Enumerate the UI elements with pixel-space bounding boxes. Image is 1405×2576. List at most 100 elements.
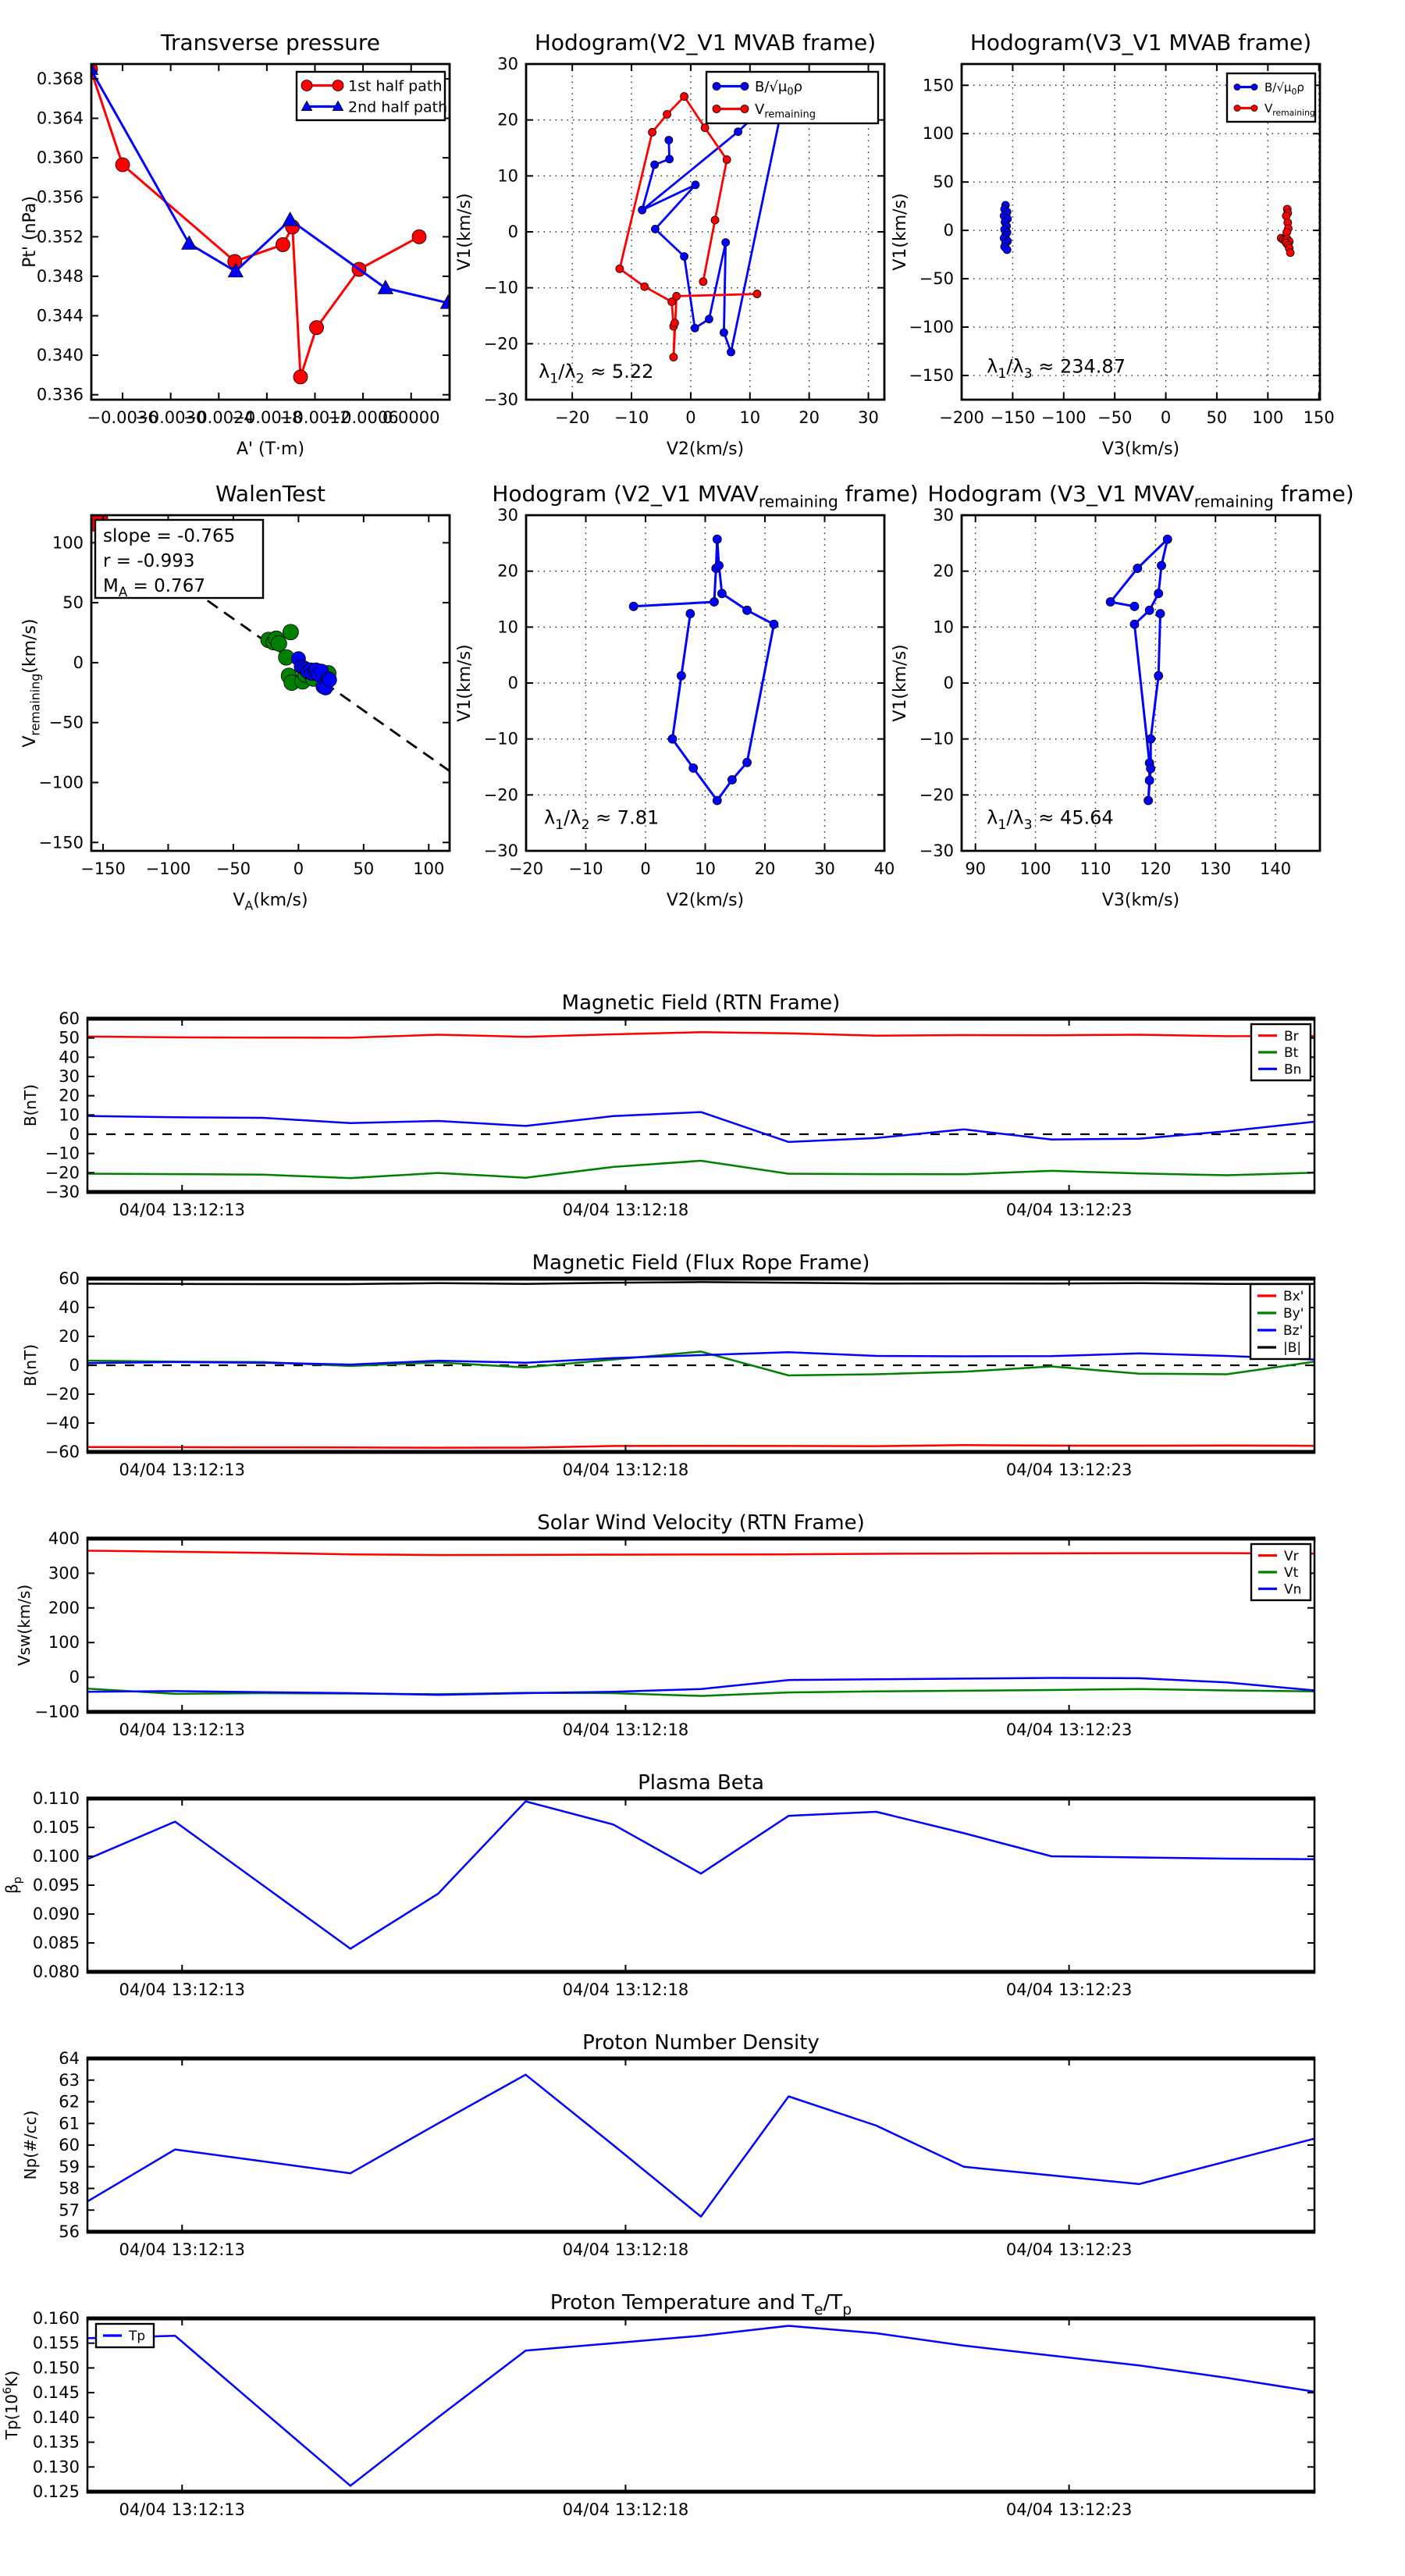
- series-V-remaining-markers: [615, 92, 762, 361]
- data-point-marker: [1155, 609, 1165, 619]
- legend-item-label: Vn: [1284, 1582, 1301, 1597]
- x-tick-label: 10: [695, 859, 716, 878]
- data-point-marker: [721, 238, 731, 247]
- y-tick-label: 0.356: [37, 188, 84, 207]
- data-point-marker: [677, 671, 686, 681]
- data-point-marker: [667, 734, 678, 744]
- y-tick-label: 58: [59, 2179, 80, 2198]
- y-tick-label: 0.110: [33, 1789, 80, 1808]
- plot-proton-number-density: 04/04 13:12:13 04/04 13:12:18 04/04 13:12:…: [21, 2031, 1316, 2259]
- y-tick-label: 0: [944, 674, 954, 692]
- data-point-marker: [322, 672, 337, 688]
- series-layer: [1105, 534, 1172, 806]
- y-tick-label: 0.080: [33, 1962, 80, 1981]
- series-|B|-line: [87, 1281, 1314, 1286]
- series-B-mualf-markers: [638, 80, 791, 357]
- y-tick-label: 0.348: [37, 267, 84, 286]
- y-tick-label: 62: [59, 2093, 80, 2112]
- plot-title: Plasma Beta: [638, 1771, 764, 1795]
- y-tick-label: 50: [59, 1029, 80, 1048]
- x-tick-label: −0.0030: [135, 408, 206, 427]
- plot-walen-test: −150 −100 −50 0 50 100 −150 −100 −50 0 50 100 WalenT…: [20, 481, 451, 913]
- tick-marks: [87, 2318, 1314, 2492]
- legend-item-label: 2nd half path: [348, 98, 447, 116]
- x-tick-label: 50: [353, 859, 374, 878]
- data-point-marker: [301, 80, 313, 91]
- x-tick-label: 20: [755, 859, 776, 878]
- plot-solar-wind-velocity: 04/04 13:12:13 04/04 13:12:18 04/04 13:12:…: [15, 1511, 1316, 1739]
- legend-item-label: Vt: [1284, 1565, 1299, 1581]
- x-tick-label: 04/04 13:12:23: [1006, 2500, 1133, 2519]
- series-beta-p-line: [87, 1800, 1314, 1950]
- y-tick-label: 20: [497, 111, 518, 130]
- x-tick-label: 10: [739, 408, 760, 427]
- y-tick-labels: −30 −20 −10 0 10 20 30: [484, 55, 518, 409]
- y-tick-label: 0.340: [37, 346, 84, 365]
- data-point-marker: [680, 92, 688, 101]
- data-point-marker: [1002, 245, 1012, 254]
- x-tick-label: −10: [614, 408, 649, 427]
- y-tick-label: 0.344: [37, 307, 84, 326]
- data-point-marker: [650, 160, 660, 169]
- plot-hodogram-v3v1-mvav: 90 100 110 120 130 140 −30 −20 −10 0 10 20 30Hodogra…: [891, 481, 1354, 910]
- legend-item-label: Vremaining: [755, 101, 816, 121]
- data-point-marker: [439, 294, 450, 309]
- data-point-marker: [712, 82, 721, 91]
- legend: 1st half path 2nd half path: [295, 70, 447, 122]
- y-tick-labels: 0.080 0.085 0.090 0.095 0.100 0.105 0.110: [33, 1789, 80, 1981]
- x-tick-label: 0: [685, 408, 695, 427]
- data-point-marker: [115, 157, 130, 173]
- y-tick-label: 63: [59, 2071, 80, 2090]
- series-layer: [615, 80, 791, 361]
- x-axis-label: V2(km/s): [667, 891, 744, 910]
- tick-marks: [87, 1538, 1314, 1713]
- x-tick-label: 90: [965, 859, 986, 878]
- y-tick-label: 10: [933, 617, 954, 636]
- stats-box: slope = -0.765 r = -0.993 MA = 0.767: [94, 518, 265, 600]
- y-tick-label: 20: [59, 1327, 80, 1346]
- x-tick-label: 30: [858, 408, 879, 427]
- x-tick-label: 120: [1140, 859, 1171, 878]
- series-hodogram-path-markers: [1105, 534, 1172, 806]
- data-point-marker: [710, 597, 719, 607]
- y-tick-label: 0.352: [37, 227, 84, 246]
- y-tick-label: −20: [45, 1163, 80, 1182]
- y-tick-label: 56: [59, 2222, 80, 2241]
- y-tick-label: 0.160: [33, 2309, 80, 2328]
- y-tick-label: −60: [45, 1443, 80, 1461]
- grid-lines: [526, 515, 884, 851]
- stats-line: MA = 0.767: [103, 576, 205, 600]
- y-tick-label: −10: [484, 279, 518, 297]
- data-point-marker: [1250, 105, 1258, 112]
- series-layer: [87, 1031, 1314, 1179]
- x-tick-label: 100: [1020, 859, 1051, 878]
- x-tick-label: 04/04 13:12:18: [563, 1461, 689, 1479]
- series-layer: [91, 515, 450, 773]
- plot-hodogram-v3v1-mvab: −200 −150 −100 −50 0 50 100 150 −150 −100 −50 0 50 10…: [891, 30, 1335, 459]
- y-tick-label: −50: [49, 713, 84, 732]
- x-tick-labels: 90 100 110 120 130 140: [965, 859, 1291, 878]
- y-tick-label: 10: [59, 1105, 80, 1124]
- y-tick-label: 40: [59, 1298, 80, 1317]
- x-axis-label: A' (T·m): [237, 439, 304, 459]
- legend-item-label: Bz': [1283, 1323, 1303, 1339]
- series-layer: [87, 2325, 1314, 2487]
- x-tick-labels: 04/04 13:12:13 04/04 13:12:18 04/04 13:12:…: [119, 1201, 1133, 1219]
- legend-item-label: Bx': [1283, 1289, 1304, 1304]
- data-point-marker: [727, 347, 735, 357]
- data-point-marker: [712, 105, 721, 113]
- data-point-marker: [309, 320, 324, 336]
- x-tick-label: 20: [799, 408, 820, 427]
- series-layer: [87, 1281, 1314, 1449]
- legend-item-label: 1st half path: [348, 77, 442, 94]
- data-point-marker: [752, 290, 762, 298]
- x-tick-label: 04/04 13:12:23: [1006, 2240, 1133, 2259]
- data-point-marker: [699, 277, 708, 286]
- y-tick-label: 30: [59, 1067, 80, 1086]
- x-tick-label: 04/04 13:12:23: [1006, 1720, 1133, 1739]
- x-tick-label: −10: [568, 859, 603, 878]
- data-point-marker: [1144, 775, 1154, 785]
- data-point-marker: [1233, 105, 1241, 112]
